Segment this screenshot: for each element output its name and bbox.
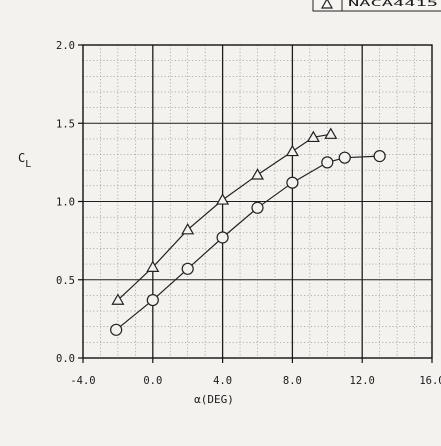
- y-axis-label-sub: L: [25, 159, 31, 170]
- series-circle: [110, 150, 386, 336]
- series-layer: [110, 127, 386, 336]
- y-tick-label: 1.0: [56, 197, 75, 209]
- data-point-triangle: [216, 193, 230, 205]
- data-point-triangle: [181, 222, 195, 235]
- y-tick-label: 2.0: [56, 40, 75, 52]
- data-point-triangle: [285, 144, 299, 157]
- axis-ticks: [78, 44, 433, 363]
- legend-triangle-marker: [320, 0, 334, 9]
- series-line: [117, 133, 331, 301]
- data-point-circle: [146, 293, 159, 307]
- x-tick-label: 16.0: [419, 375, 441, 387]
- data-point-circle: [251, 201, 264, 214]
- y-tick-label: 0.0: [56, 353, 75, 365]
- legend-box: [312, 0, 441, 12]
- x-tick-label: 0.0: [143, 375, 162, 387]
- y-tick-labels: 0.0 0.5 1.0 1.5 2.0: [56, 40, 75, 365]
- data-point-circle: [286, 176, 299, 189]
- data-point-triangle: [146, 260, 160, 272]
- x-tick-label: 12.0: [350, 375, 375, 387]
- legend: NACA4415: [312, 0, 441, 12]
- x-tick-label: 4.0: [213, 375, 232, 387]
- y-axis-label: CL: [18, 151, 31, 170]
- data-point-triangle: [250, 168, 265, 180]
- data-point-circle: [338, 151, 351, 164]
- x-tick-label: -4.0: [70, 375, 95, 387]
- y-tick-label: 0.5: [56, 275, 75, 287]
- data-point-triangle: [324, 127, 338, 139]
- data-point-triangle: [111, 293, 125, 305]
- data-point-circle: [373, 150, 386, 163]
- x-tick-labels: -4.0 0.0 4.0 8.0 12.0 16.0: [70, 375, 441, 387]
- series-triangle: [111, 127, 338, 305]
- data-point-triangle: [306, 130, 320, 143]
- data-point-circle: [110, 323, 123, 336]
- data-point-circle: [181, 262, 194, 275]
- x-tick-label: 8.0: [283, 375, 302, 387]
- y-tick-label: 1.5: [56, 118, 75, 130]
- x-axis-label: α(DEG): [194, 393, 234, 406]
- y-axis-label-main: C: [18, 151, 25, 165]
- data-point-circle: [321, 156, 334, 169]
- legend-label: NACA4415: [348, 0, 438, 9]
- data-point-circle: [216, 231, 229, 244]
